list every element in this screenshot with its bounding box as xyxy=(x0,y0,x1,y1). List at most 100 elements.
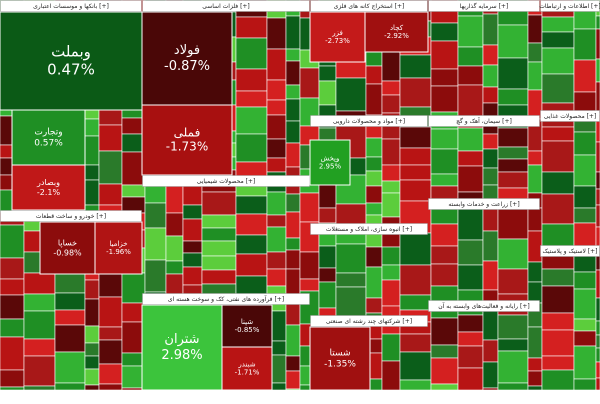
cell xyxy=(165,212,184,237)
sector-title: شرکتهای چند رشته ای صنعتی [+] xyxy=(326,318,412,325)
cell xyxy=(399,126,432,149)
cell xyxy=(266,226,287,253)
cell xyxy=(541,140,575,173)
cell xyxy=(381,333,401,362)
cell xyxy=(381,138,401,166)
stock-change: -2.73% xyxy=(325,37,350,45)
cell xyxy=(573,131,597,156)
sector-title: فرآورده های نفتی، کک و سوخت هسته ای [+] xyxy=(168,294,284,303)
cell xyxy=(299,251,320,280)
cell xyxy=(182,204,203,220)
cell xyxy=(457,207,484,241)
cell xyxy=(399,232,432,266)
sector-title: خودرو و ساخت قطعات [+] xyxy=(36,213,106,220)
cell xyxy=(497,24,529,59)
stock-tile xyxy=(221,346,273,391)
cell xyxy=(497,127,529,148)
cell xyxy=(23,385,56,391)
cell xyxy=(54,309,86,326)
cell xyxy=(84,298,100,327)
cell xyxy=(430,223,459,247)
cell xyxy=(201,240,237,257)
cell xyxy=(527,150,543,166)
cell xyxy=(482,387,499,391)
cell xyxy=(165,260,184,275)
cell xyxy=(182,240,203,254)
cell xyxy=(299,192,320,223)
cell xyxy=(457,127,484,152)
stock-change: -2.92% xyxy=(384,32,409,40)
sector-title: مواد و محصولات دارویی [+] xyxy=(333,118,405,125)
cell xyxy=(399,147,432,166)
cell xyxy=(573,59,597,93)
cell xyxy=(235,234,268,255)
cell xyxy=(266,268,287,287)
cell xyxy=(457,65,484,86)
cell xyxy=(430,148,459,175)
stock-tile xyxy=(309,139,351,186)
stock-change: -1.35% xyxy=(324,359,356,369)
cell xyxy=(541,171,575,195)
sector-title: بانکها و موسسات اعتباری [+] xyxy=(33,3,109,10)
cell xyxy=(182,266,203,286)
cell xyxy=(23,272,56,295)
stock-tile xyxy=(141,11,233,106)
cell xyxy=(266,251,287,270)
cell xyxy=(399,54,432,79)
cell xyxy=(165,182,184,214)
cell xyxy=(144,259,167,293)
cell xyxy=(482,133,499,150)
cell xyxy=(318,267,337,283)
cell xyxy=(457,84,484,117)
cell xyxy=(482,64,499,88)
stock-change: -1.71% xyxy=(235,369,260,377)
cell xyxy=(266,48,287,81)
cell xyxy=(399,77,432,108)
cell xyxy=(266,17,287,50)
cell xyxy=(541,193,575,225)
cell xyxy=(595,141,600,173)
sector-header xyxy=(428,198,540,210)
cell xyxy=(285,268,301,298)
sector-header xyxy=(428,115,540,127)
cell xyxy=(285,237,301,251)
cell xyxy=(381,264,401,281)
cell xyxy=(318,245,337,269)
cell xyxy=(98,124,123,152)
cell xyxy=(595,81,600,115)
cell xyxy=(573,154,597,187)
cell xyxy=(527,385,543,391)
sector-title: زراعت و خدمات وابسته [+] xyxy=(448,201,519,208)
cell xyxy=(285,142,301,168)
cell xyxy=(84,355,100,370)
stock-tile xyxy=(39,221,96,275)
cell xyxy=(285,355,301,372)
stock-change: 2.98% xyxy=(161,348,202,363)
cell xyxy=(430,357,459,385)
cell xyxy=(266,99,287,116)
cell xyxy=(0,294,25,320)
cell xyxy=(457,264,484,291)
cell xyxy=(365,65,383,85)
cell xyxy=(235,16,268,39)
cell xyxy=(144,227,167,261)
cell xyxy=(84,179,100,206)
cell xyxy=(201,214,237,229)
cell xyxy=(84,384,100,391)
cell xyxy=(365,156,383,172)
sector-title: لاستیک و پلاستیک [+] xyxy=(542,248,597,255)
cell xyxy=(482,361,499,389)
cell xyxy=(285,211,301,239)
cell xyxy=(457,15,484,48)
stock-name: وبصادر xyxy=(36,178,60,187)
cell xyxy=(318,184,337,209)
sector-title: محصولات غذایی [+] xyxy=(544,113,597,120)
cell xyxy=(84,368,100,386)
cell xyxy=(285,98,301,122)
cell xyxy=(285,48,301,62)
cell xyxy=(335,286,367,317)
cell xyxy=(365,266,383,299)
stock-tile xyxy=(221,304,273,348)
cell xyxy=(497,158,529,173)
